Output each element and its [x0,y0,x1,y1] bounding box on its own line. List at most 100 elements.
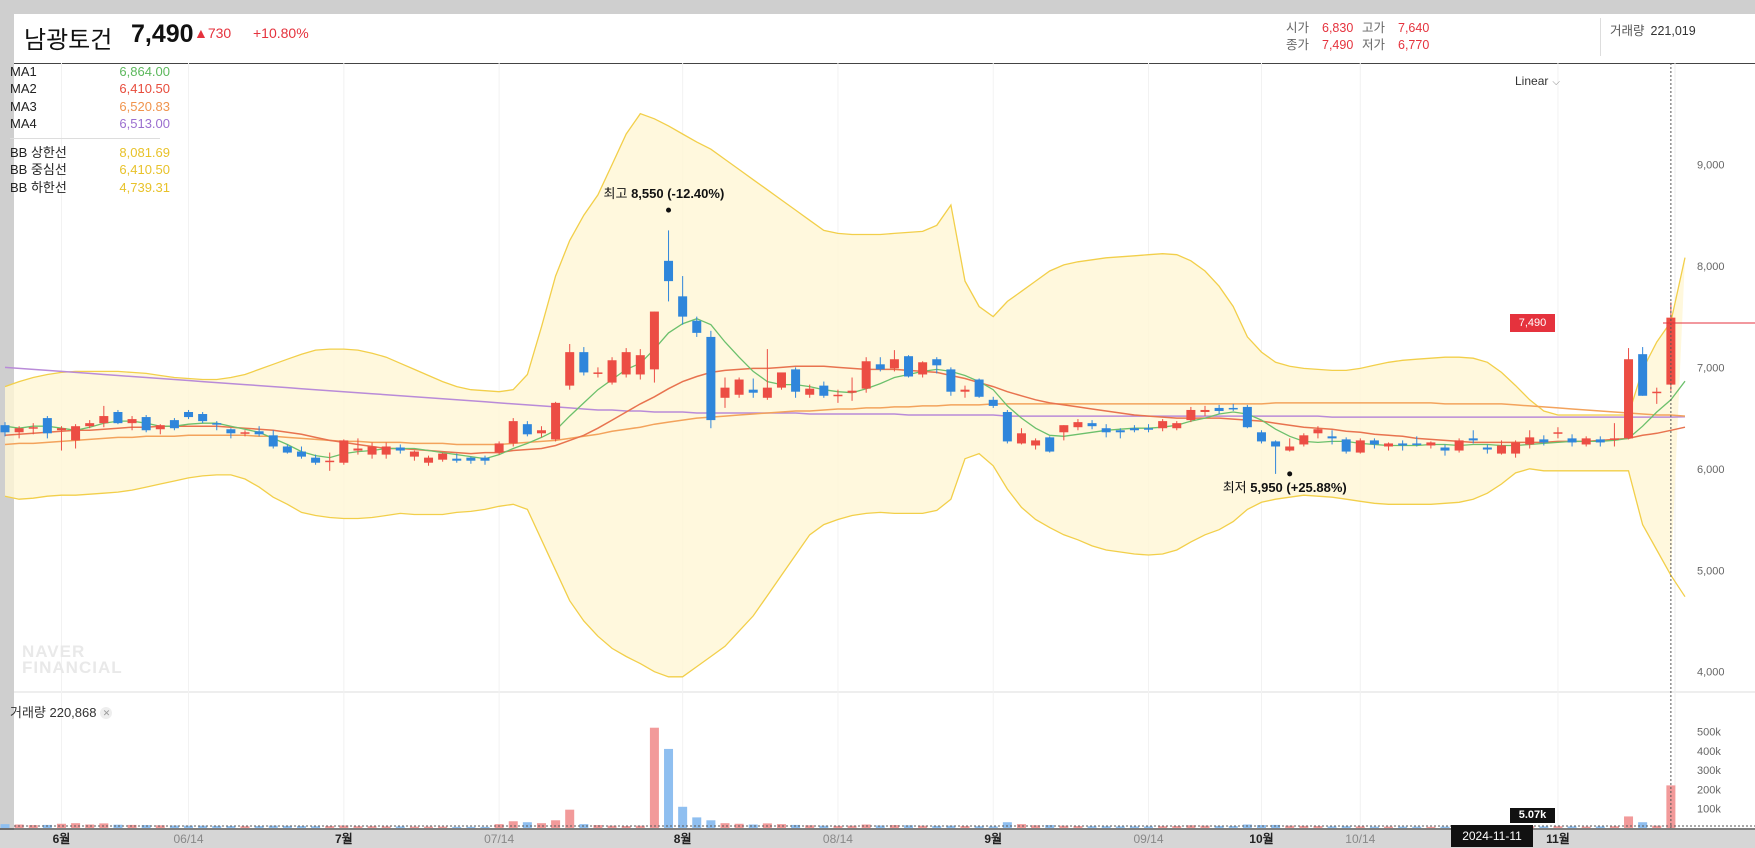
volume-bar [367,826,377,828]
volume-bar [678,806,688,828]
candle-body [1228,407,1238,410]
volume-tick-label: 500k [1697,727,1721,739]
x-tick-label: 06/14 [174,832,204,846]
candle-body [56,428,66,431]
volume-bar [409,826,419,828]
candle-body [861,361,871,389]
candle-body [508,421,518,444]
volume-bar [946,825,956,828]
crosshair-date-tag: 2024-11-11 [1451,825,1533,847]
volume-label: 거래량 [1610,24,1645,38]
x-tick-label: 08/14 [823,832,853,846]
legend-name: MA2 [10,81,37,97]
candle-body [889,359,899,369]
candle-body [367,446,377,455]
volume-bar [296,826,306,828]
volume-bar [889,825,899,828]
candle-body [424,457,434,463]
open-value: 6,830 [1322,21,1354,35]
candle-body [1271,441,1281,447]
y-tick-label: 5,000 [1697,565,1725,577]
volume-bar [381,826,391,828]
volume-bar [1200,825,1210,828]
volume-bar [1186,825,1196,828]
volume-bar [621,826,631,828]
volume-bar [1228,826,1238,828]
candle-body [904,356,914,377]
candle-body [325,460,335,463]
volume-bar [395,826,405,828]
watermark-line-1: NAVER [22,642,86,661]
volume-bar [127,824,137,828]
last-price-tag: 7,490 [1510,314,1555,332]
candle-body [480,457,490,461]
volume-bar [282,825,292,828]
legend-name: BB 중심선 [10,162,67,178]
volume-bar [466,826,476,828]
candle-body [141,417,151,431]
candle-body [466,457,476,461]
volume-bar [1158,826,1168,828]
volume-bar [0,824,10,828]
candle-body [946,369,956,392]
volume-bar [1652,825,1662,828]
close-icon[interactable]: ✕ [100,707,113,719]
chevron-down-icon: ⌵ [1552,77,1560,88]
candle-body [1115,430,1125,433]
candle-body [296,451,306,457]
indicator-legend: MA1 6,864.00 MA2 6,410.50 MA3 6,520.83 MA4 6,51… [10,63,170,196]
candle-body [974,379,984,397]
candle-body [1398,443,1408,446]
volume-bar [819,825,829,828]
candle-body [1016,433,1026,444]
volume-bar [212,825,222,828]
candle-body [268,435,278,447]
volume-bar [1299,825,1309,828]
candle-body [1525,437,1535,445]
ma3-line [4,402,1686,446]
volume-bar [551,820,561,828]
volume-bar [339,825,349,828]
low-value: 6,770 [1398,38,1430,52]
candle-body [536,430,546,434]
volume-bar [1214,825,1224,828]
volume-bar [960,826,970,828]
stock-name: 남광토건 [24,27,113,54]
legend-name: BB 상한선 [10,145,67,161]
volume-bar [932,825,942,828]
candle-body [85,423,95,427]
x-tick-label: 11월 [1546,831,1570,846]
candle-body [28,427,38,429]
ohlc-open-close: 시가 6,830 종가 7,490 [1286,20,1353,54]
scale-toggle-button[interactable]: Linear ⌵ [1515,74,1560,88]
volume-bar [692,817,702,828]
volume-bar [169,825,179,828]
volume-bar [833,825,843,828]
volume-bar [565,809,575,828]
volume-panel-text: 거래량 220,868 [10,705,97,720]
candle-body [1468,438,1478,441]
volume-bar [1369,826,1379,828]
volume-bar [974,826,984,828]
candle-body [240,432,250,434]
volume-bar [847,825,857,828]
volume-tick-label: 200k [1697,784,1721,796]
candle-body [1384,443,1394,447]
candle-body [395,447,405,451]
volume-bar [1059,825,1069,828]
candle-body [1355,440,1365,453]
volume-bar [85,824,95,828]
x-axis-band [0,830,1755,848]
stock-header: 남광토건 7,490 ▲730 +10.80% 시가 6,830 종가 7,490 … [14,14,1755,64]
candle-body [1158,421,1168,429]
volume-bar [1609,826,1619,828]
volume-bar [1595,826,1605,828]
y-tick-label: 6,000 [1697,464,1725,476]
annotation-marker [1287,471,1293,477]
candle-body [226,429,236,434]
legend-ma1: MA1 6,864.00 [10,63,170,80]
header-volume: 거래량 221,019 [1610,20,1696,39]
price-change-percent: +10.80% [253,25,309,41]
candle-body [664,260,674,282]
